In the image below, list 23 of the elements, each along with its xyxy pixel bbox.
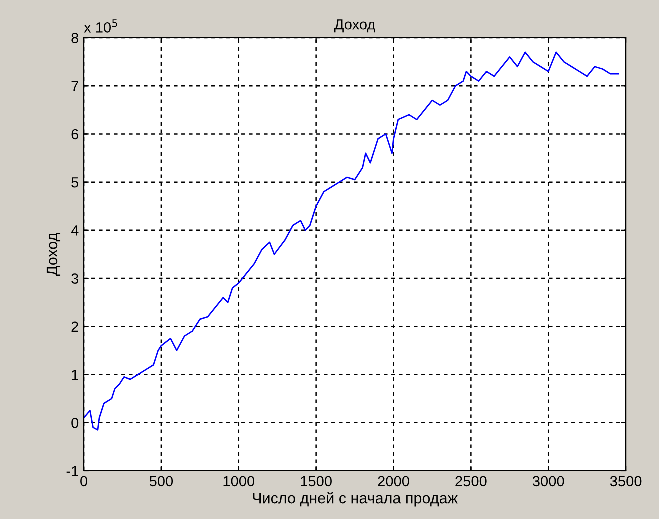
x-tick-label: 3500 (610, 476, 642, 487)
y-axis-title: Доход (46, 233, 61, 276)
y-tick-label: 7 (72, 81, 78, 92)
x-tick-label: 500 (150, 476, 174, 487)
chart-title: Доход (334, 20, 376, 33)
y-tick-label: 0 (72, 418, 79, 428)
text: x 10$^{5}$ (84, 20, 118, 33)
x-tick-label: 3000 (532, 476, 564, 487)
y-tick-label: 6 (72, 129, 79, 140)
y-tick-label: 1 (72, 370, 78, 380)
x-tick-label: 1500 (301, 476, 332, 487)
y-tick-label: 8 (72, 33, 79, 44)
x-tick-label: 2500 (456, 476, 487, 487)
x-tick-label: 1000 (224, 476, 255, 487)
x-tick-label: 2000 (378, 476, 410, 487)
x-axis-title: Число дней с начала продаж (253, 492, 458, 507)
y-tick-label: 3 (72, 274, 79, 284)
line-series (84, 52, 619, 431)
x-tick-label: 0 (80, 476, 88, 487)
y-tick-label: 4 (71, 226, 79, 236)
y-tick-label: -1 (66, 466, 78, 476)
y-tick-label: 5 (72, 178, 79, 188)
y-tick-label: 2 (72, 322, 78, 332)
